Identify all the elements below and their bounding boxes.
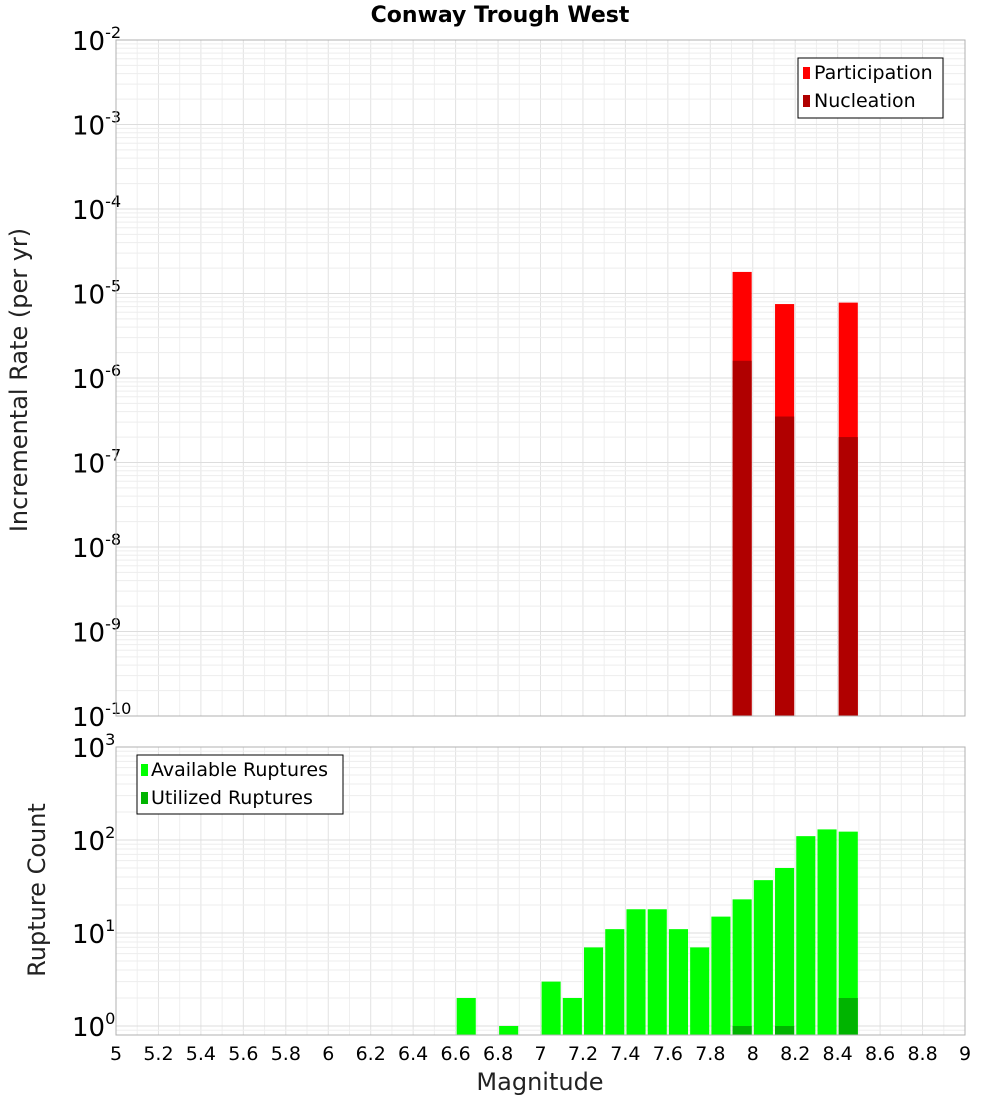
- bar-available-ruptures: [605, 929, 625, 1035]
- rate-gridlines: [115, 39, 966, 717]
- count-legend-box: [136, 754, 344, 815]
- x-tick-label: 7: [534, 1043, 546, 1065]
- bar-nucleation: [775, 416, 795, 716]
- x-tick-label: 7.4: [610, 1043, 640, 1065]
- y-tick-label: 10-4: [72, 192, 121, 226]
- bar-utilized-ruptures: [838, 997, 858, 1035]
- bar-available-ruptures: [562, 997, 582, 1035]
- y-tick-label: 10-10: [72, 699, 131, 733]
- rate-y-tick-labels: 10-2 10-3 10-4 10-5 10-6 10-7 10-8 10-9 10-10: [72, 23, 131, 733]
- count-plot-frame: [115, 746, 966, 1036]
- legend-label-nucleation: Nucleation: [814, 90, 916, 112]
- count-bars: [456, 829, 858, 1035]
- x-tick-label: 5.4: [186, 1043, 216, 1065]
- x-tick-label: 6.4: [398, 1043, 428, 1065]
- rate-legend-box: [797, 57, 944, 119]
- x-tick-label: 5.2: [143, 1043, 173, 1065]
- bar-available-ruptures: [775, 867, 795, 1035]
- bar-available-ruptures: [626, 909, 646, 1035]
- x-tick-label: 7.2: [568, 1043, 598, 1065]
- x-tick-label: 7.6: [653, 1043, 683, 1065]
- x-tick-label: 8.4: [823, 1043, 853, 1065]
- x-tick-label: 7.8: [695, 1043, 725, 1065]
- x-tick-label: 6.2: [356, 1043, 386, 1065]
- x-tick-label: 8: [747, 1043, 759, 1065]
- bar-available-ruptures: [753, 880, 773, 1035]
- legend-swatch-available: [141, 764, 148, 776]
- x-tick-label: 6: [322, 1043, 334, 1065]
- count-y-axis-label: Rupture Count: [23, 803, 51, 977]
- count-legend: Available Ruptures Utilized Ruptures: [136, 754, 344, 815]
- y-tick-label: 10-2: [72, 23, 121, 57]
- legend-label-participation: Participation: [814, 62, 933, 84]
- bar-available-ruptures: [647, 909, 667, 1035]
- count-y-tick-labels: 103 102 101 100: [72, 730, 115, 1043]
- y-tick-label: 10-5: [72, 277, 121, 311]
- bar-available-ruptures: [584, 947, 604, 1035]
- x-tick-label: 8.2: [780, 1043, 810, 1065]
- bar-nucleation: [732, 360, 752, 716]
- x-tick-label: 8.6: [865, 1043, 895, 1065]
- count-panel: 103 102 101 100 5 5.2 5.4 5.6 5.8 6 6.2 6.4 6.6 6.8 7…: [23, 730, 971, 1096]
- rate-plot-frame: [115, 39, 966, 717]
- rate-y-axis-label: Incremental Rate (per yr): [5, 228, 33, 532]
- legend-label-utilized: Utilized Ruptures: [151, 787, 313, 809]
- bar-available-ruptures: [817, 829, 837, 1035]
- rate-panel: 10-2 10-3 10-4 10-5 10-6 10-7 10-8 10-9 10-10 In…: [5, 23, 966, 733]
- x-tick-label: 5.6: [228, 1043, 258, 1065]
- bar-available-ruptures: [796, 836, 816, 1035]
- x-axis-label: Magnitude: [476, 1068, 603, 1096]
- y-tick-label: 10-8: [72, 530, 121, 564]
- x-tick-label: 9: [959, 1043, 971, 1065]
- legend-swatch-participation: [803, 67, 810, 79]
- y-tick-label: 10-9: [72, 615, 121, 649]
- bar-available-ruptures: [838, 831, 858, 1035]
- y-tick-label: 103: [72, 730, 115, 764]
- x-tick-label: 5.8: [271, 1043, 301, 1065]
- y-tick-label: 100: [72, 1009, 115, 1043]
- bar-available-ruptures: [456, 997, 476, 1035]
- bar-utilized-ruptures: [775, 1025, 795, 1035]
- chart-title: Conway Trough West: [371, 3, 630, 28]
- legend-swatch-nucleation: [803, 95, 810, 107]
- bar-available-ruptures: [690, 947, 710, 1035]
- x-tick-label: 6.6: [440, 1043, 470, 1065]
- y-tick-label: 101: [72, 916, 115, 950]
- bar-utilized-ruptures: [732, 1025, 752, 1035]
- y-tick-label: 10-7: [72, 446, 121, 480]
- legend-swatch-utilized: [141, 792, 148, 804]
- y-tick-label: 10-6: [72, 361, 121, 395]
- bar-available-ruptures: [499, 1025, 519, 1035]
- legend-label-available: Available Ruptures: [151, 759, 328, 781]
- x-tick-label: 6.8: [483, 1043, 513, 1065]
- x-tick-label: 8.8: [907, 1043, 937, 1065]
- rate-bars: [732, 271, 858, 716]
- y-tick-label: 102: [72, 823, 115, 857]
- bar-available-ruptures: [668, 929, 689, 1035]
- bar-available-ruptures: [541, 981, 561, 1035]
- x-tick-label: 5: [110, 1043, 122, 1065]
- bar-nucleation: [838, 437, 858, 716]
- bar-available-ruptures: [732, 899, 752, 1035]
- rate-legend: Participation Nucleation: [797, 57, 944, 119]
- magnitude-tick-labels: 5 5.2 5.4 5.6 5.8 6 6.2 6.4 6.6 6.8 7 7.2 7.4 7.6 7.8 8…: [110, 1043, 971, 1065]
- bar-available-ruptures: [711, 916, 731, 1035]
- y-tick-label: 10-3: [72, 108, 121, 142]
